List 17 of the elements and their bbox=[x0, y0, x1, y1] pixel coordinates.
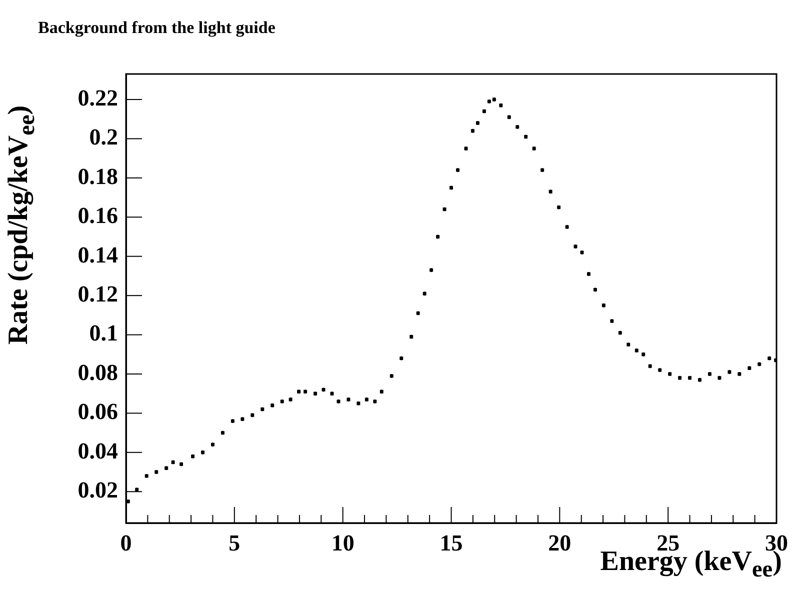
chart-title: Background from the light guide bbox=[38, 18, 276, 38]
x-tick-label: 10 bbox=[331, 530, 354, 556]
x-tick-label: 15 bbox=[440, 530, 463, 556]
y-tick-label: 0.16 bbox=[78, 203, 118, 228]
y-tick-label: 0.22 bbox=[78, 85, 118, 110]
x-tick-label: 0 bbox=[120, 530, 132, 556]
y-tick-label: 0.18 bbox=[78, 164, 118, 189]
y-tick-label: 0.12 bbox=[78, 281, 118, 306]
y-tick-label: 0.04 bbox=[78, 438, 118, 464]
y-tick-label: 0.06 bbox=[78, 399, 118, 424]
x-tick-label: 20 bbox=[548, 530, 572, 556]
y-tick-label: 0.08 bbox=[78, 360, 118, 385]
y-tick-label: 0.02 bbox=[78, 478, 118, 503]
x-tick-label: 5 bbox=[228, 530, 240, 556]
y-tick-label: 0.14 bbox=[78, 242, 118, 268]
y-tick-label: 0.2 bbox=[89, 124, 118, 150]
y-tick-label: 0.1 bbox=[89, 320, 118, 346]
